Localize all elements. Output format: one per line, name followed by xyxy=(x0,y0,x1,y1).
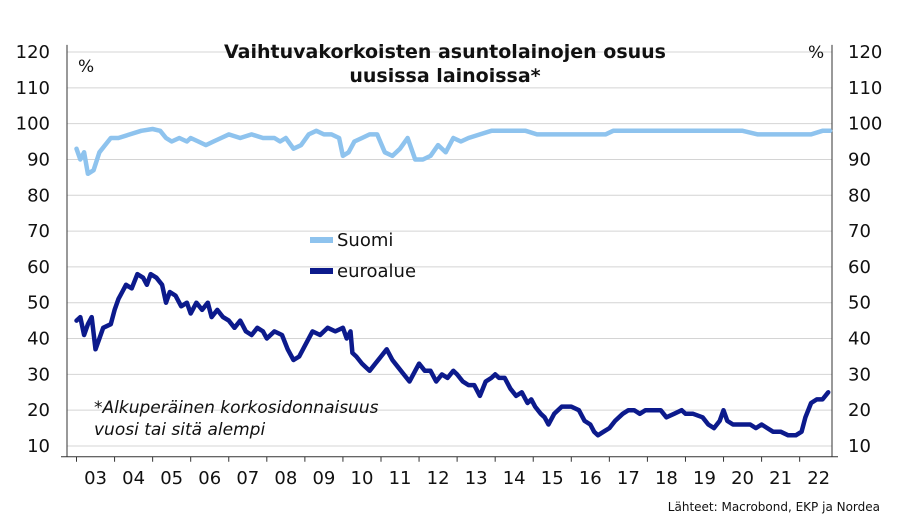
x-tick-label-12: 12 xyxy=(427,468,450,489)
x-tick-label-14: 14 xyxy=(503,468,526,489)
y-tick-right-120: 120 xyxy=(848,42,882,63)
y-tick-right-60: 60 xyxy=(848,257,871,278)
y-tick-left-110: 110 xyxy=(16,78,50,99)
y-tick-right-10: 10 xyxy=(848,436,871,457)
x-tick-label-22: 22 xyxy=(807,468,830,489)
gridlines xyxy=(61,44,838,458)
series-lines xyxy=(74,126,833,438)
y-tick-left-80: 80 xyxy=(27,185,50,206)
y-tick-right-30: 30 xyxy=(848,364,871,385)
legend-label-euroalue: euroalue xyxy=(337,261,416,282)
footnote-line-2: vuosi tai sitä alempi xyxy=(94,420,265,440)
x-tick-label-16: 16 xyxy=(579,468,602,489)
y-tick-left-90: 90 xyxy=(27,149,50,170)
x-tick-label-21: 21 xyxy=(769,468,792,489)
y-tick-right-80: 80 xyxy=(848,185,871,206)
y-tick-left-40: 40 xyxy=(27,329,50,350)
y-tick-right-90: 90 xyxy=(848,149,871,170)
legend: Suomi euroalue xyxy=(310,230,416,282)
x-tick-label-19: 19 xyxy=(693,468,716,489)
legend-label-suomi: Suomi xyxy=(337,230,393,251)
x-tick-label-20: 20 xyxy=(731,468,754,489)
chart-title-line-1: Vaihtuvakorkoisten asuntolainojen osuus xyxy=(224,41,666,63)
x-tick-label-13: 13 xyxy=(465,468,488,489)
y-tick-left-20: 20 xyxy=(27,400,50,421)
y-tick-left-60: 60 xyxy=(27,257,50,278)
x-tick-label-07: 07 xyxy=(236,468,259,489)
y-tick-right-110: 110 xyxy=(848,78,882,99)
x-tick-label-10: 10 xyxy=(351,468,374,489)
y-tick-left-100: 100 xyxy=(16,114,50,135)
chart-title-line-2: uusissa lainoissa* xyxy=(349,65,540,87)
x-tick-label-03: 03 xyxy=(84,468,107,489)
y-tick-labels: 10 10 20 20 30 30 40 40 50 50 60 60 70 70 80 80 90 90 100 1… xyxy=(16,42,883,457)
x-tick-label-11: 11 xyxy=(389,468,412,489)
source-text: Lähteet: Macrobond, EKP ja Nordea xyxy=(668,500,880,514)
y-tick-right-70: 70 xyxy=(848,221,871,242)
x-tick-label-06: 06 xyxy=(198,468,221,489)
x-tick-label-04: 04 xyxy=(122,468,145,489)
y-tick-right-20: 20 xyxy=(848,400,871,421)
series-line-euroalue xyxy=(74,271,831,438)
x-tick-label-15: 15 xyxy=(541,468,564,489)
series-line-suomi xyxy=(74,126,833,177)
y-tick-left-120: 120 xyxy=(16,42,50,63)
y-tick-left-30: 30 xyxy=(27,364,50,385)
footnote-line-1: *Alkuperäinen korkosidonnaisuus xyxy=(94,398,379,418)
x-tick-label-18: 18 xyxy=(655,468,678,489)
y-tick-right-100: 100 xyxy=(848,114,882,135)
y-tick-right-40: 40 xyxy=(848,329,871,350)
x-tick-label-09: 09 xyxy=(312,468,335,489)
x-tick-label-05: 05 xyxy=(160,468,183,489)
x-tick-label-17: 17 xyxy=(617,468,640,489)
y-tick-right-50: 50 xyxy=(848,293,871,314)
x-tick-labels: 03 04 05 06 07 08 09 10 11 12 13 14 15 16 17 18 19 20 21 22 xyxy=(76,456,830,489)
left-unit-label: % xyxy=(78,57,94,77)
x-tick-label-08: 08 xyxy=(274,468,297,489)
y-tick-left-10: 10 xyxy=(27,436,50,457)
y-tick-left-70: 70 xyxy=(27,221,50,242)
y-tick-left-50: 50 xyxy=(27,293,50,314)
right-unit-label: % xyxy=(808,43,824,63)
